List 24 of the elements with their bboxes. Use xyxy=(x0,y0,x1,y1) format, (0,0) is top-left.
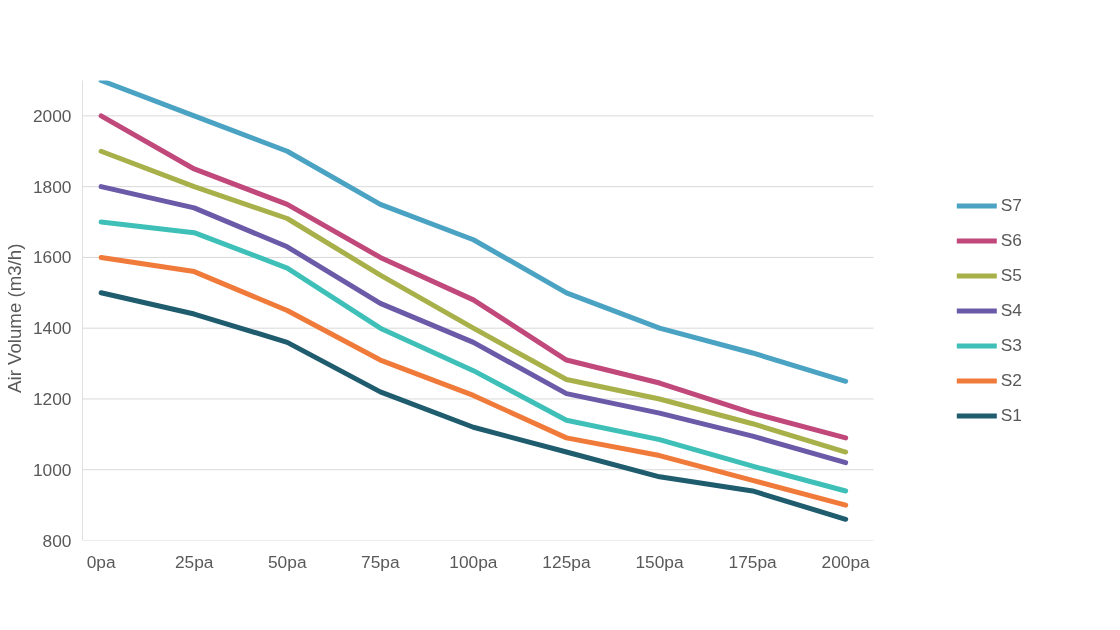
y-tick-label: 1200 xyxy=(32,388,72,409)
x-tick-label: 150pa xyxy=(635,551,684,572)
x-tick-label: 50pa xyxy=(267,551,307,572)
x-tick-label: 175pa xyxy=(728,551,778,572)
y-tick-label: 2000 xyxy=(32,105,72,126)
x-tick-label: 25pa xyxy=(174,551,214,572)
x-tick-label: 125pa xyxy=(542,551,591,572)
legend-label: S5 xyxy=(1000,264,1022,286)
y-tick-label: 1800 xyxy=(32,176,72,197)
x-tick-label: 0pa xyxy=(86,551,116,572)
x-tick-label: 200pa xyxy=(821,551,871,572)
y-tick-label: 800 xyxy=(42,530,72,551)
x-tick-label: 75pa xyxy=(361,551,400,572)
y-axis-title: Air Volume (m3/h) xyxy=(3,243,25,393)
legend-label: S2 xyxy=(1000,369,1022,391)
legend-label: S4 xyxy=(1000,299,1022,321)
legend-label: S1 xyxy=(1000,404,1022,426)
x-tick-label: 100pa xyxy=(449,551,498,572)
y-tick-label: 1400 xyxy=(32,318,72,339)
legend-label: S3 xyxy=(1000,334,1022,356)
y-tick-label: 1000 xyxy=(32,459,72,480)
legend-label: S7 xyxy=(1000,194,1022,216)
legend-label: S6 xyxy=(1000,229,1022,251)
y-tick-label: 1600 xyxy=(32,247,72,268)
